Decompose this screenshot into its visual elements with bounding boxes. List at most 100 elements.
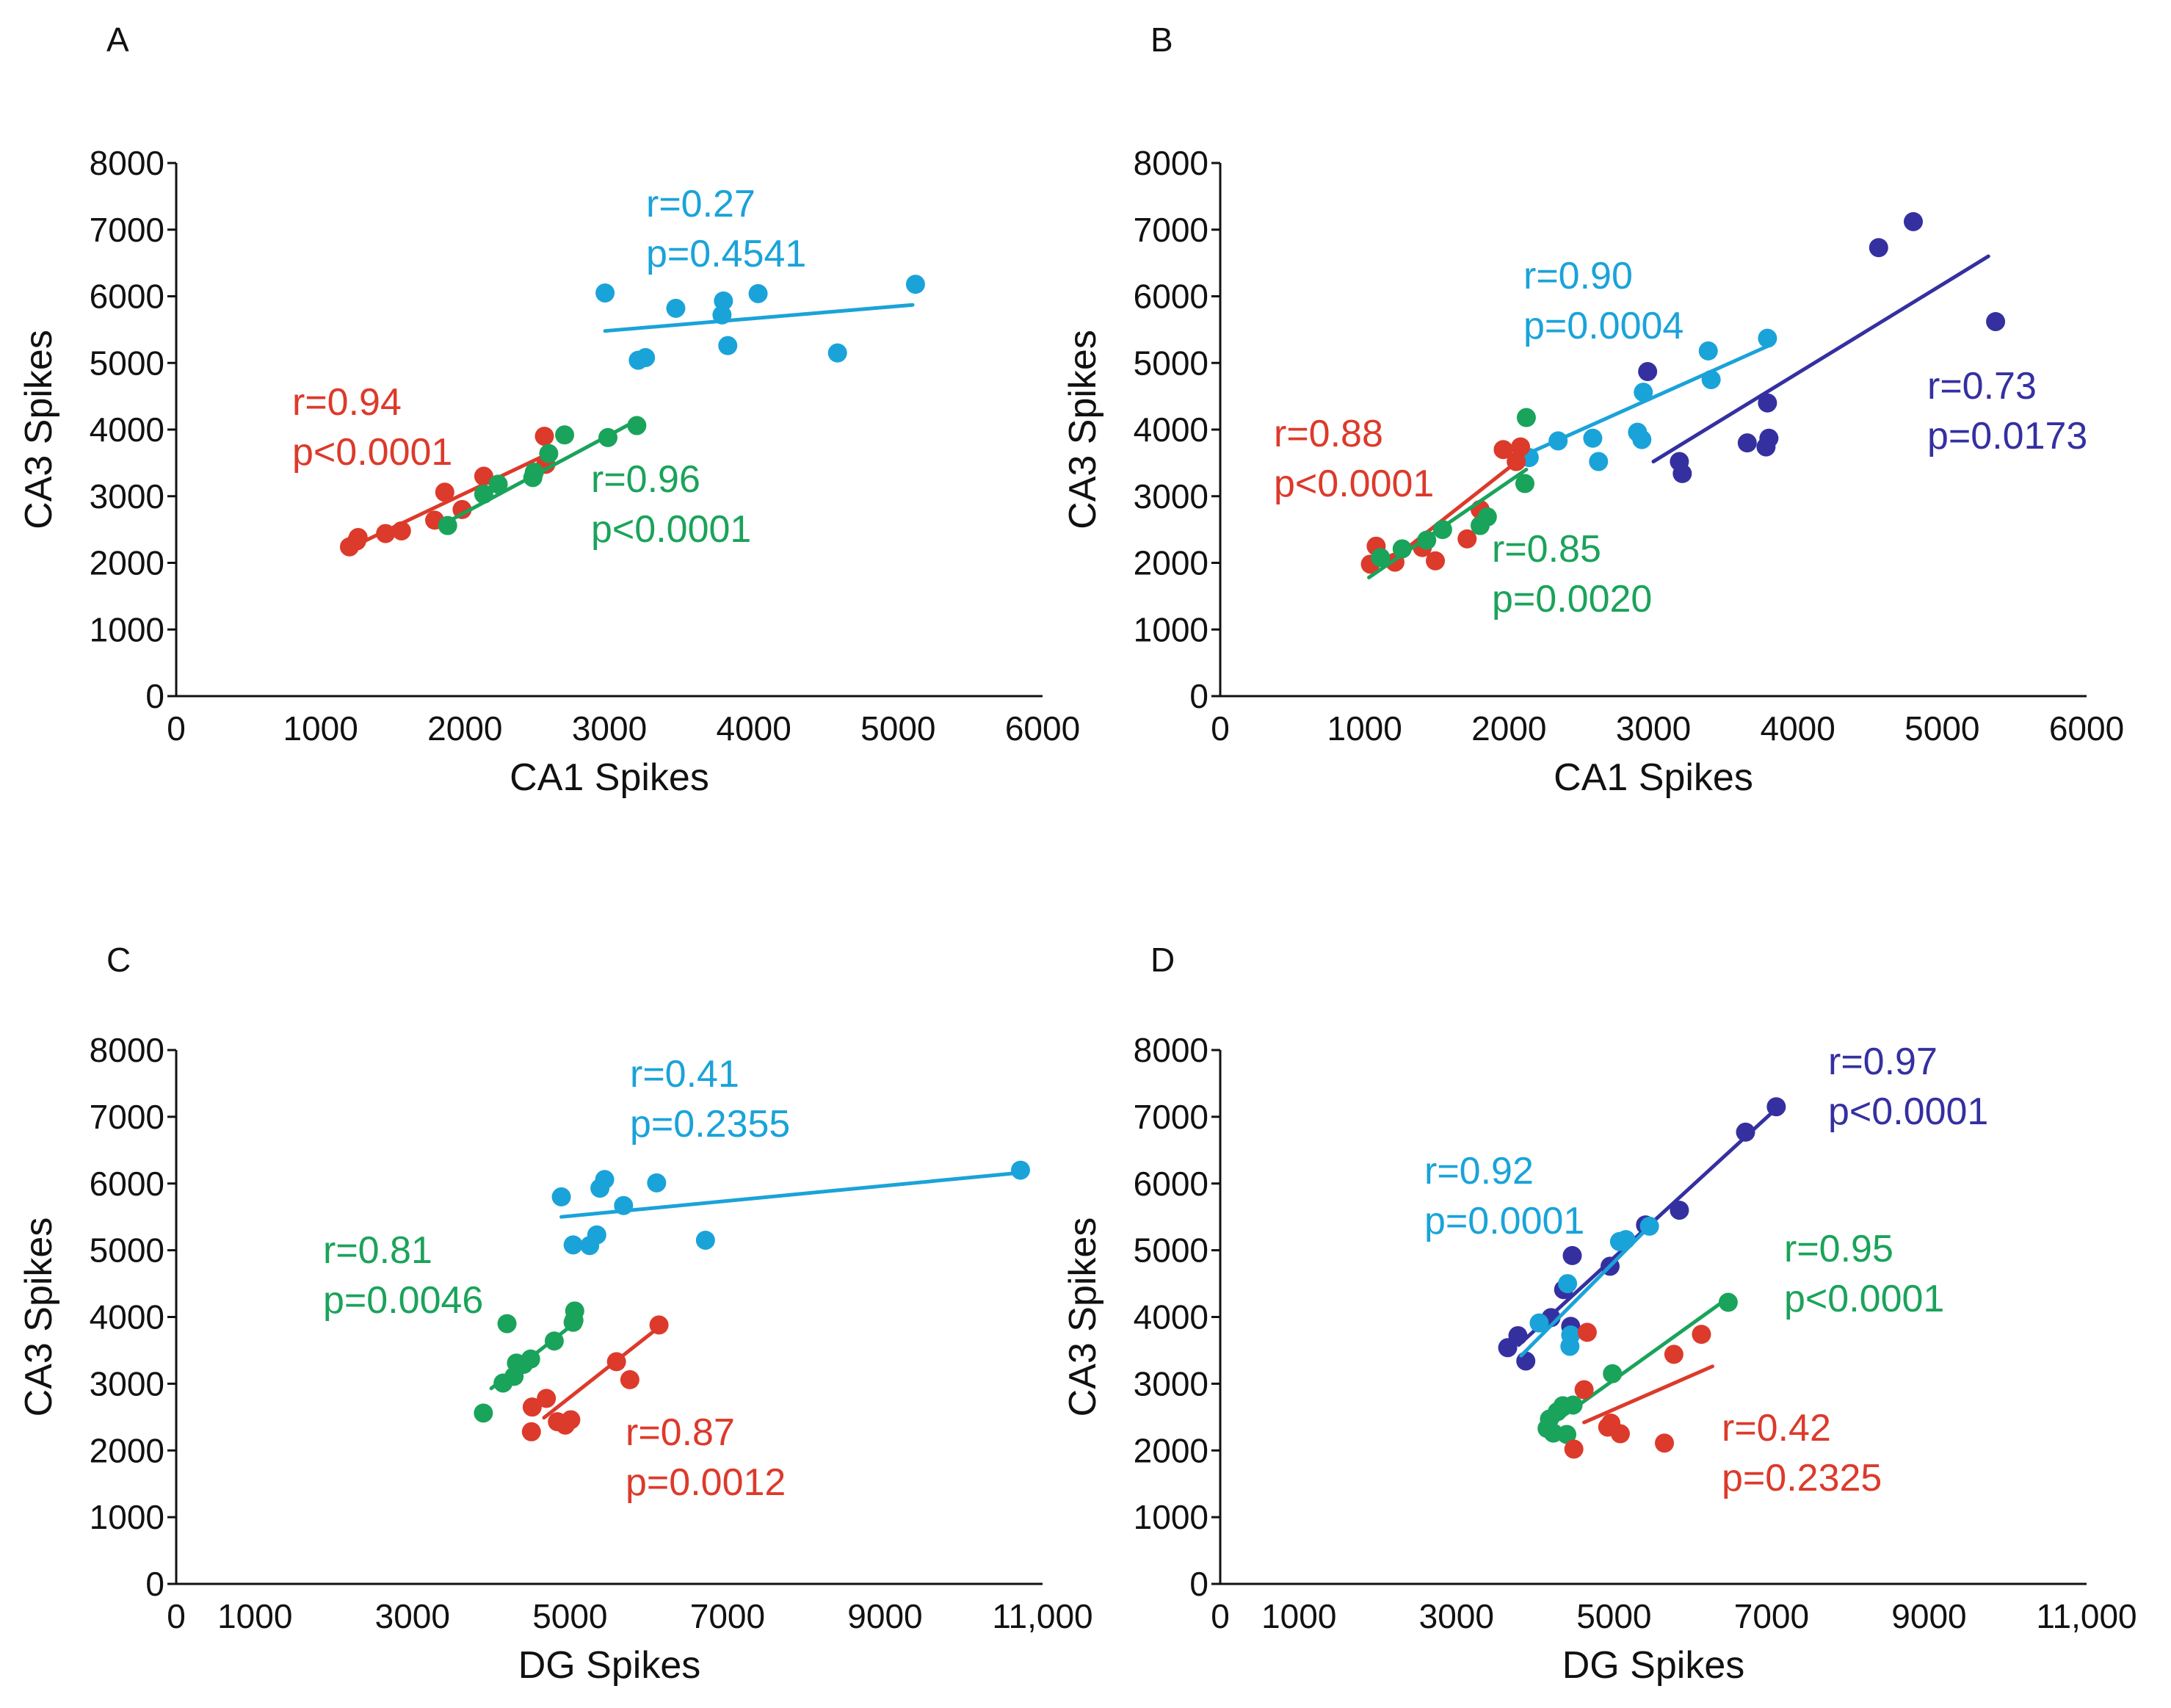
panel-b-point-purple	[1869, 238, 1888, 258]
panel-d-point-cyan	[1529, 1313, 1549, 1333]
panel-a-fit-line-cyan	[603, 303, 915, 333]
panel-b-point-green	[1417, 530, 1437, 550]
panel-b-point-green	[1515, 474, 1534, 493]
panel-a-point-red	[474, 466, 493, 486]
panel-d-annotation-cyan-p: p=0.0001	[1424, 1200, 1584, 1242]
panel-a-point-cyan	[595, 283, 615, 303]
panel-c-y-tick-label: 5000	[90, 1231, 164, 1270]
panel-d-annotation-purple-p: p<0.0001	[1828, 1090, 1988, 1133]
panel-d-annotation-green-p: p<0.0001	[1784, 1278, 1944, 1320]
panel-c-y-axis-title: CA3 Spikes	[18, 1217, 60, 1417]
panel-a-x-tick-label: 1000	[283, 709, 358, 748]
panel-d-point-purple	[1670, 1201, 1689, 1220]
panel-b-point-purple	[1986, 311, 2006, 331]
panel-a-x-tick-label: 6000	[1005, 709, 1080, 748]
panel-c-x-tick-label: 7000	[690, 1597, 765, 1635]
panel-d-x-tick-label: 3000	[1419, 1597, 1494, 1635]
panel-a-point-green	[539, 444, 559, 463]
panel-c-annotation-cyan: r=0.41 p=0.2355	[630, 1053, 790, 1146]
panel-d-annotation-red-p: p=0.2325	[1722, 1457, 1882, 1499]
panel-a-y-tick-label: 4000	[90, 410, 164, 449]
panel-c-point-cyan	[695, 1230, 715, 1250]
panel-a-point-cyan	[714, 291, 733, 311]
panel-b-x-tick-label: 0	[1211, 709, 1230, 748]
panel-d-annotation-cyan-r: r=0.92	[1424, 1150, 1534, 1193]
panel-c-x-tick-label: 1000	[217, 1597, 292, 1635]
panel-d-annotation-green: r=0.95 p<0.0001	[1784, 1228, 1944, 1320]
panel-c-y-tick-label: 6000	[90, 1165, 164, 1203]
panel-b-point-purple	[1638, 362, 1658, 382]
panel-a-x-tick-label: 3000	[572, 709, 647, 748]
panel-d-y-tick-label: 7000	[1134, 1098, 1208, 1136]
panel-b-point-red	[1426, 551, 1446, 571]
panel-d: D r=0.97 p<0.0001 r=0.92 p=0.0001 r=0.95…	[1062, 941, 2137, 1687]
panel-c-letter: C	[106, 941, 131, 979]
panel-d-point-cyan	[1558, 1274, 1578, 1294]
panel-b-point-cyan	[1634, 383, 1653, 402]
panel-b-y-tick-label: 7000	[1134, 211, 1208, 249]
panel-d-point-red	[1664, 1345, 1683, 1364]
panel-d-y-tick-label: 6000	[1134, 1165, 1208, 1203]
panel-b-point-cyan	[1701, 369, 1721, 389]
panel-c-annotation-cyan-p: p=0.2355	[630, 1103, 790, 1146]
panel-a-point-red	[435, 482, 454, 502]
panel-b-annotation-green-p: p=0.0020	[1492, 578, 1652, 620]
panel-b-point-green	[1516, 408, 1536, 427]
panel-b-point-green	[1477, 507, 1497, 526]
panel-d-fit-line-red	[1582, 1364, 1714, 1425]
panel-d-y-tick-label: 1000	[1134, 1498, 1208, 1536]
panel-b-annotation-purple: r=0.73 p=0.0173	[1927, 365, 2087, 457]
panel-b-point-green	[1392, 539, 1412, 559]
panel-b-point-cyan	[1698, 341, 1718, 361]
panel-a-annotation-red: r=0.94 p<0.0001	[292, 381, 452, 474]
panel-d-x-tick-label: 1000	[1261, 1597, 1336, 1635]
panel-a-point-red	[376, 524, 396, 543]
panel-d-point-red	[1577, 1322, 1597, 1342]
panel-a-annotation-cyan-p: p=0.4541	[646, 233, 806, 275]
panel-a-y-tick-label: 0	[145, 677, 164, 715]
panel-d-fit-line-cyan	[1519, 1228, 1648, 1358]
panel-a-point-cyan	[905, 275, 925, 294]
panel-d-point-green	[1718, 1292, 1738, 1312]
panel-c-x-tick-label: 0	[167, 1597, 186, 1635]
panel-a-point-cyan	[636, 347, 656, 367]
panel-a: A r=0.27 p=0.4541 r=0.94 p<0.0001 r=0.96…	[18, 21, 1080, 799]
panel-c-annotation-red-r: r=0.87	[626, 1411, 735, 1454]
panel-b-fit-line-purple	[1651, 254, 1990, 464]
panel-c-point-red	[606, 1352, 626, 1372]
panel-a-point-green	[555, 425, 575, 445]
panel-c-x-tick-label: 5000	[532, 1597, 607, 1635]
panel-b-point-purple	[1758, 393, 1777, 413]
panel-c-point-red	[620, 1369, 639, 1389]
panel-b-y-tick-label: 6000	[1134, 278, 1208, 316]
panel-d-y-tick-label: 5000	[1134, 1231, 1208, 1270]
panel-d-point-green	[1563, 1395, 1583, 1415]
panel-a-point-red	[534, 427, 554, 446]
panel-c-point-green	[497, 1314, 517, 1334]
panel-c-y-tick-label: 3000	[90, 1364, 164, 1403]
panel-c-point-red	[649, 1315, 669, 1335]
panel-c-x-axis-title: DG Spikes	[518, 1644, 701, 1687]
panel-d-point-green	[1557, 1425, 1576, 1444]
panel-c-x-tick-label: 9000	[847, 1597, 922, 1635]
panel-d-point-cyan	[1561, 1325, 1581, 1345]
panel-b-x-tick-label: 3000	[1616, 709, 1691, 748]
panel-b-x-axis-title: CA1 Spikes	[1554, 756, 1753, 799]
panel-b-point-red	[1493, 440, 1513, 460]
panel-d-annotation-green-r: r=0.95	[1784, 1228, 1893, 1270]
panel-b-point-purple	[1672, 463, 1692, 483]
panel-d-annotation-red: r=0.42 p=0.2325	[1722, 1407, 1882, 1499]
panel-d-x-tick-label: 5000	[1576, 1597, 1651, 1635]
panel-d-annotation-purple-r: r=0.97	[1828, 1041, 1938, 1083]
panel-a-y-tick-label: 5000	[90, 344, 164, 382]
panel-b-annotation-red: r=0.88 p<0.0001	[1274, 413, 1434, 505]
panel-b-x-tick-label: 1000	[1327, 709, 1402, 748]
panel-a-y-axis-title: CA3 Spikes	[18, 330, 60, 529]
panel-b-fit-line-red	[1388, 455, 1524, 563]
panel-b-point-cyan	[1632, 430, 1652, 449]
panel-b-letter: B	[1150, 21, 1173, 59]
panel-b-point-purple	[1737, 433, 1757, 453]
panel-b-annotation-green-r: r=0.85	[1492, 528, 1601, 571]
panel-b-point-red	[1511, 437, 1531, 457]
panel-d-annotation-cyan: r=0.92 p=0.0001	[1424, 1150, 1584, 1242]
